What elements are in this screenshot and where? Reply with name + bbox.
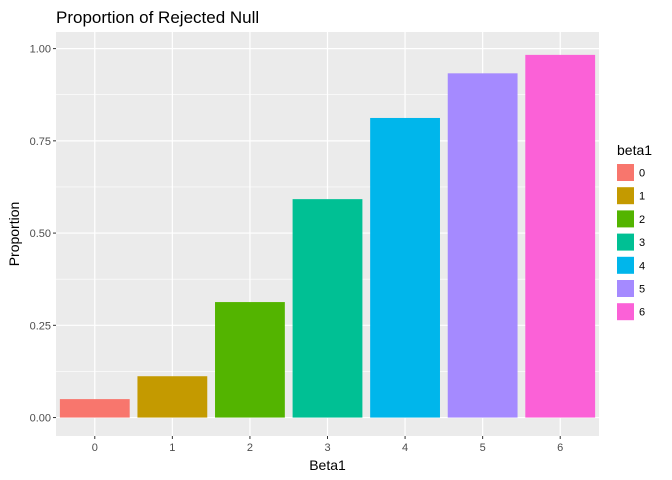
bar-1 [137, 376, 208, 418]
y-tick-label: 0.50 [30, 228, 51, 240]
legend-label: 5 [639, 284, 645, 296]
legend-label: 0 [639, 168, 645, 180]
legend-items: 0 1 2 3 4 5 6 [617, 164, 645, 321]
bar-2 [215, 302, 285, 418]
x-axis-title: Beta1 [309, 457, 346, 473]
bar-5 [447, 73, 518, 418]
x-tick-label: 3 [324, 442, 330, 454]
legend-key-3 [617, 233, 634, 251]
y-axis: 0.00 0.25 0.50 0.75 1.00 [30, 44, 56, 425]
legend-key-5 [617, 280, 634, 297]
legend-title: beta1 [617, 142, 652, 158]
y-tick-label: 1.00 [30, 44, 51, 56]
x-tick-label: 5 [480, 442, 486, 454]
legend-label: 3 [639, 237, 645, 249]
legend-label: 6 [639, 307, 645, 319]
y-tick-label: 0.00 [30, 413, 51, 425]
bars [59, 54, 596, 418]
x-tick-label: 4 [402, 442, 408, 454]
bar-0 [59, 399, 130, 418]
x-tick-label: 6 [557, 442, 563, 454]
y-tick-label: 0.75 [30, 136, 51, 148]
legend-key-1 [617, 187, 634, 205]
legend-label: 4 [639, 260, 645, 272]
legend-key-6 [617, 303, 634, 321]
legend-key-2 [617, 210, 634, 228]
legend-key-0 [617, 164, 634, 181]
chart-title: Proportion of Rejected Null [56, 8, 259, 27]
x-axis: 0 1 2 3 4 5 6 [92, 436, 563, 454]
x-tick-label: 1 [169, 442, 175, 454]
bar-3 [292, 199, 363, 418]
y-axis-title: Proportion [6, 202, 22, 267]
y-tick-label: 0.25 [30, 320, 51, 332]
legend-key-4 [617, 256, 634, 274]
bar-4 [370, 117, 440, 418]
legend: beta1 0 1 2 3 4 5 6 [617, 142, 652, 321]
legend-label: 1 [639, 191, 645, 203]
x-tick-label: 0 [92, 442, 98, 454]
legend-label: 2 [639, 214, 645, 226]
x-tick-label: 2 [247, 442, 253, 454]
bar-6 [525, 54, 596, 418]
